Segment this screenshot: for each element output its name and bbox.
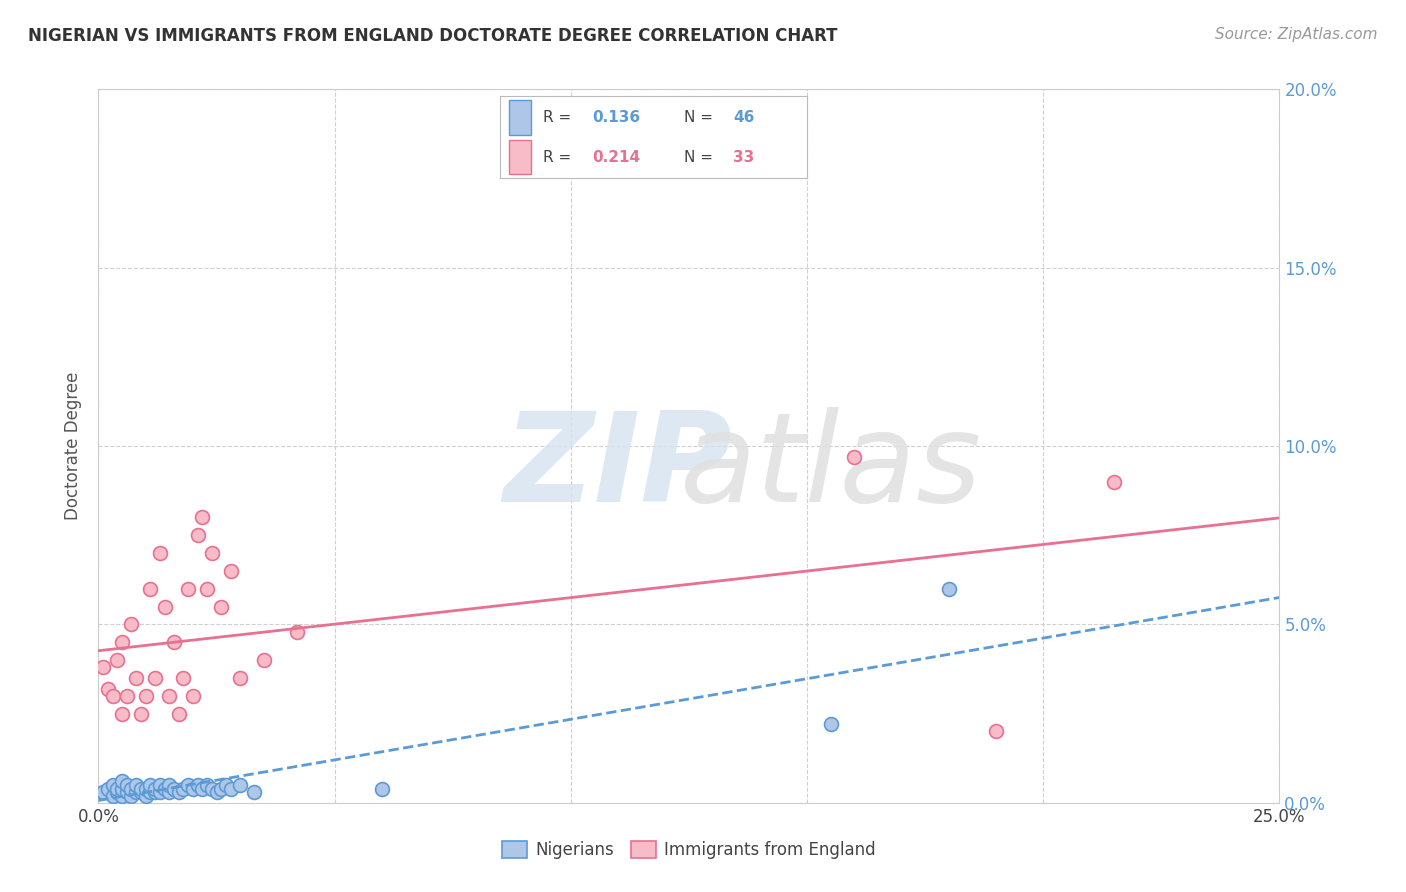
Point	[125, 671, 148, 685]
Point	[105, 785, 128, 799]
Text: atlas: atlas	[679, 407, 981, 528]
Point	[111, 706, 134, 721]
Point	[111, 789, 134, 803]
Point	[143, 785, 166, 799]
Point	[149, 785, 172, 799]
Point	[101, 789, 124, 803]
Point	[157, 785, 180, 799]
Point	[115, 785, 138, 799]
Point	[201, 781, 224, 796]
Point	[219, 564, 242, 578]
Point	[129, 706, 152, 721]
Point	[243, 785, 266, 799]
Text: Source: ZipAtlas.com: Source: ZipAtlas.com	[1215, 27, 1378, 42]
Point	[191, 781, 214, 796]
Point	[111, 781, 134, 796]
Point	[153, 781, 176, 796]
Point	[121, 781, 143, 796]
Point	[371, 781, 394, 796]
Point	[195, 778, 218, 792]
Point	[143, 671, 166, 685]
Point	[187, 528, 209, 542]
Point	[984, 724, 1007, 739]
Point	[215, 778, 238, 792]
Point	[172, 781, 194, 796]
Text: NIGERIAN VS IMMIGRANTS FROM ENGLAND DOCTORATE DEGREE CORRELATION CHART: NIGERIAN VS IMMIGRANTS FROM ENGLAND DOCT…	[28, 27, 838, 45]
Point	[163, 781, 186, 796]
Point	[97, 681, 120, 696]
Point	[181, 689, 204, 703]
Point	[135, 789, 157, 803]
Point	[91, 785, 114, 799]
Point	[149, 546, 172, 560]
Legend: Nigerians, Immigrants from England: Nigerians, Immigrants from England	[495, 834, 883, 866]
Point	[129, 785, 152, 799]
Point	[177, 582, 200, 596]
Point	[143, 781, 166, 796]
Point	[129, 781, 152, 796]
Point	[101, 689, 124, 703]
Point	[229, 778, 252, 792]
Point	[191, 510, 214, 524]
Point	[844, 450, 866, 464]
Point	[153, 599, 176, 614]
Point	[115, 689, 138, 703]
Point	[139, 582, 162, 596]
Point	[135, 689, 157, 703]
Point	[125, 778, 148, 792]
Point	[285, 624, 308, 639]
Point	[157, 778, 180, 792]
Point	[201, 546, 224, 560]
Point	[135, 781, 157, 796]
Point	[125, 785, 148, 799]
Point	[139, 785, 162, 799]
Point	[187, 778, 209, 792]
Point	[253, 653, 276, 667]
Point	[229, 671, 252, 685]
Point	[209, 599, 232, 614]
Point	[149, 778, 172, 792]
Text: ZIP: ZIP	[503, 407, 733, 528]
Point	[139, 778, 162, 792]
Point	[172, 671, 194, 685]
Point	[121, 789, 143, 803]
Point	[105, 781, 128, 796]
Point	[105, 653, 128, 667]
Point	[1102, 475, 1125, 489]
Point	[938, 582, 960, 596]
Point	[181, 781, 204, 796]
Point	[101, 778, 124, 792]
Point	[97, 781, 120, 796]
Point	[167, 785, 190, 799]
Point	[209, 781, 232, 796]
Y-axis label: Doctorate Degree: Doctorate Degree	[65, 372, 83, 520]
Point	[157, 689, 180, 703]
Point	[177, 778, 200, 792]
Point	[195, 582, 218, 596]
Point	[91, 660, 114, 674]
Point	[115, 778, 138, 792]
Point	[121, 617, 143, 632]
Point	[167, 706, 190, 721]
Point	[111, 635, 134, 649]
Point	[111, 774, 134, 789]
Point	[820, 717, 842, 731]
Point	[219, 781, 242, 796]
Point	[163, 635, 186, 649]
Point	[205, 785, 228, 799]
